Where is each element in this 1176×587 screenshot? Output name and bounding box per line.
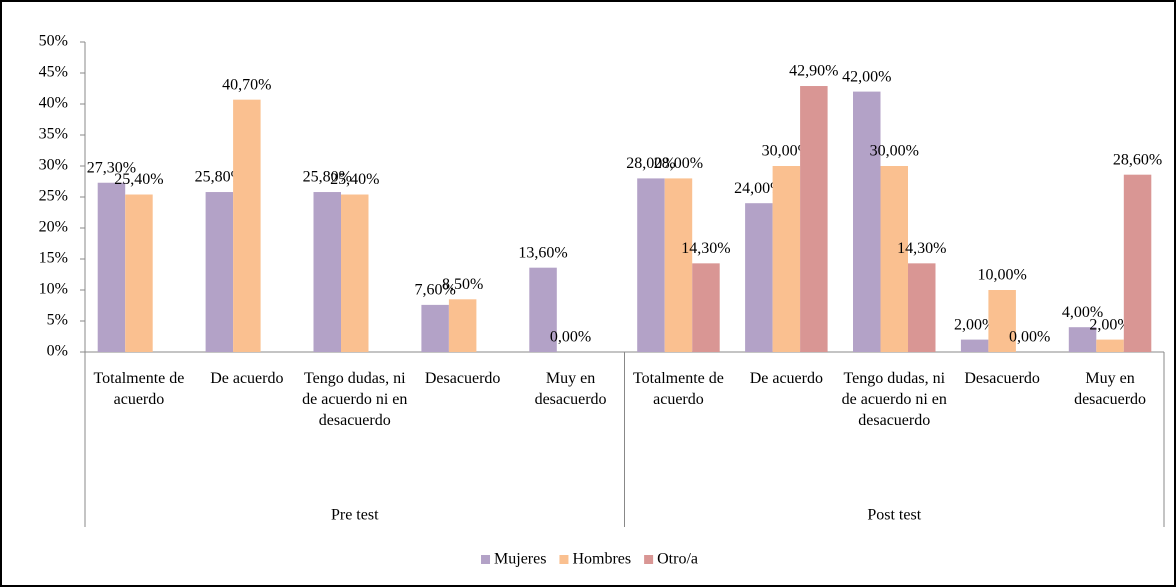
legend-label: Hombres — [572, 551, 631, 568]
data-label: 28,00% — [626, 155, 675, 172]
data-label: 28,00% — [654, 155, 703, 172]
legend-label: Mujeres — [494, 551, 546, 568]
legend-swatch — [644, 555, 654, 564]
bar — [1123, 174, 1152, 352]
data-label: 25,80% — [303, 169, 352, 186]
bar — [1068, 327, 1097, 352]
x-tick-label: Muy en desacuerdo — [534, 370, 607, 408]
y-tick-label: 25% — [39, 188, 68, 205]
data-label: 27,30% — [87, 159, 136, 176]
legend-swatch — [481, 555, 491, 564]
x-tick-label: Tengo dudas, ni de acuerdo ni en desacue… — [841, 370, 947, 429]
data-label: 25,40% — [114, 171, 163, 188]
data-label: 14,30% — [897, 240, 946, 257]
data-label: 2,00% — [954, 316, 995, 333]
bar — [448, 299, 477, 352]
bar — [421, 304, 449, 352]
bar — [97, 182, 126, 352]
legend-label: Otro/a — [657, 551, 698, 568]
bar — [772, 166, 801, 352]
data-label: 30,00% — [762, 143, 811, 160]
bar — [960, 339, 989, 352]
data-label: 8,50% — [442, 276, 483, 293]
bar — [205, 192, 234, 352]
x-tick-label: Desacuerdo — [424, 370, 501, 387]
group-label: Post test — [867, 507, 921, 524]
y-tick-label: 5% — [47, 312, 68, 329]
data-label: 42,00% — [842, 68, 891, 85]
data-label: 40,70% — [222, 76, 271, 93]
data-label: 25,40% — [330, 171, 379, 188]
y-tick-label: 35% — [39, 126, 68, 143]
bar — [529, 267, 557, 352]
bar — [664, 178, 693, 352]
data-label: 13,60% — [518, 244, 567, 261]
data-label: 0,00% — [550, 329, 591, 346]
y-tick-label: 20% — [39, 219, 68, 236]
x-tick-label: Desacuerdo — [964, 370, 1040, 387]
bar — [125, 194, 153, 352]
bar — [880, 166, 908, 352]
bar — [1096, 339, 1124, 352]
data-label: 0,00% — [1009, 329, 1050, 346]
y-tick-label: 45% — [39, 64, 68, 81]
x-tick-label: Tengo dudas, ni de acuerdo ni en desacue… — [302, 370, 408, 429]
data-label: 2,00% — [1089, 316, 1130, 333]
data-label: 10,00% — [977, 267, 1026, 284]
bar — [637, 178, 665, 352]
legend-swatch — [559, 555, 569, 564]
bar — [233, 99, 261, 352]
bar — [692, 263, 720, 352]
y-tick-label: 15% — [39, 250, 68, 267]
y-tick-label: 40% — [39, 95, 68, 112]
data-label: 42,90% — [789, 63, 838, 80]
bar — [341, 194, 369, 352]
x-tick-label: De acuerdo — [210, 370, 284, 387]
x-tick-label: Totalmente de acuerdo — [93, 370, 185, 408]
data-label: 4,00% — [1062, 304, 1103, 321]
x-tick-label: De acuerdo — [749, 370, 823, 387]
bar — [800, 86, 828, 353]
data-label: 30,00% — [870, 143, 919, 160]
y-tick-label: 30% — [39, 157, 68, 174]
data-label: 28,60% — [1113, 151, 1162, 168]
group-label: Pre test — [331, 507, 379, 524]
x-tick-label: Totalmente de acuerdo — [633, 370, 724, 408]
bar — [853, 91, 881, 352]
y-tick-label: 0% — [47, 343, 68, 360]
data-label: 24,00% — [734, 180, 783, 197]
bar — [313, 192, 341, 352]
data-label: 14,30% — [681, 240, 730, 257]
data-label: 7,60% — [414, 282, 455, 299]
y-tick-label: 10% — [39, 281, 68, 298]
bar — [745, 203, 773, 352]
data-label: 25,80% — [195, 169, 244, 186]
x-tick-label: Muy en desacuerdo — [1074, 370, 1147, 408]
bar — [988, 290, 1016, 352]
y-tick-label: 50% — [39, 33, 68, 50]
bar — [908, 263, 936, 352]
